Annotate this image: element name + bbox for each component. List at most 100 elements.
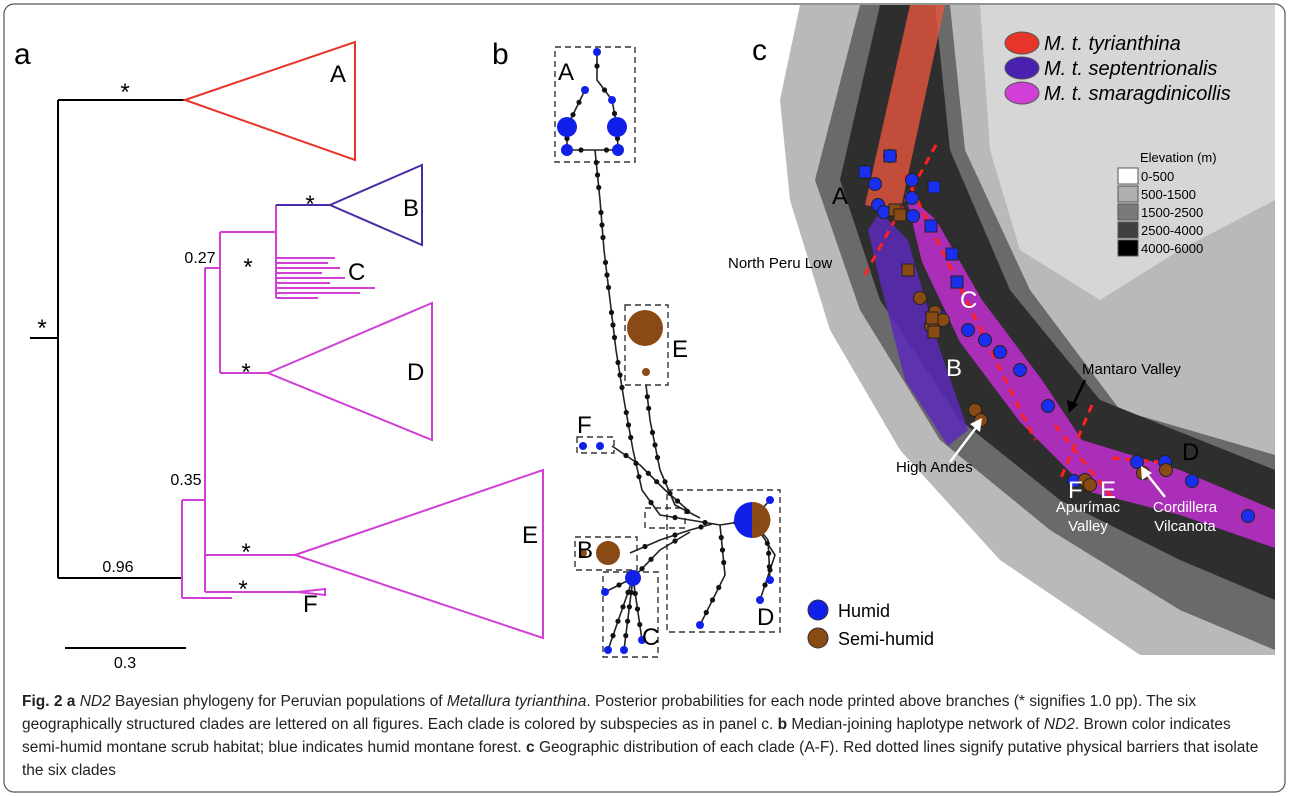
support-star: * [238, 576, 247, 603]
haplotype-network [633, 461, 638, 466]
haplotype-network [654, 479, 659, 484]
haplotype-network [593, 48, 601, 56]
haplotype-network [596, 185, 601, 190]
panel-label: b [492, 38, 509, 71]
haplotype-network [600, 235, 605, 240]
barrier-label: Vilcanota [1154, 518, 1216, 535]
haplotype-network [594, 63, 599, 68]
haplotype-network [604, 272, 609, 277]
subspecies-legend [1005, 32, 1039, 54]
support-star: * [305, 191, 314, 218]
sample-site [962, 324, 975, 337]
habitat-legend: Semi-humid [838, 629, 934, 649]
elevation-legend: 0-500 [1141, 169, 1174, 184]
haplotype-network [576, 100, 581, 105]
haplotype-network [719, 535, 724, 540]
habitat-legend: Humid [838, 601, 890, 621]
support-star: * [243, 254, 252, 281]
haplotype-network [721, 560, 726, 565]
haplotype-network [642, 544, 647, 549]
caption-italic: ND2 [1044, 716, 1075, 733]
haplotype-network [639, 566, 644, 571]
haplotype-network [623, 453, 628, 458]
haplotype-network [645, 394, 650, 399]
clade-label: D [1182, 439, 1199, 466]
haplotype-network [610, 633, 615, 638]
sample-site [928, 181, 940, 193]
figure: a * * * * * * * 0.27 0.35 0.96 0.3 A B C… [0, 0, 1290, 797]
barrier-label: High Andes [896, 459, 973, 476]
caption-bold: c [526, 739, 535, 756]
haplotype-network [702, 520, 707, 525]
habitat-legend [808, 628, 828, 648]
habitat-legend [808, 600, 828, 620]
elevation-legend: 500-1500 [1141, 187, 1196, 202]
support-value: 0.3 [114, 655, 136, 672]
haplotype-network [624, 410, 629, 415]
haplotype-network [642, 368, 650, 376]
sample-site [869, 178, 882, 191]
haplotype-network [667, 491, 672, 496]
haplotype-network [615, 360, 620, 365]
sample-site [914, 292, 927, 305]
caption-italic: Metallura tyrianthina [447, 693, 587, 710]
haplotype-network [608, 96, 616, 104]
haplotype-network [578, 147, 583, 152]
sample-site [907, 210, 920, 223]
sample-site [994, 346, 1007, 359]
haplotype-network [604, 646, 612, 654]
haplotype-network [766, 551, 771, 556]
support-star: * [241, 359, 250, 386]
support-value: 0.27 [184, 250, 215, 267]
haplotype-network [610, 322, 615, 327]
haplotype-network [716, 585, 721, 590]
caption: Fig. 2 a ND2 Bayesian phylogeny for Peru… [22, 690, 1272, 782]
panel-label: a [14, 38, 31, 71]
caption-bold: b [778, 716, 787, 733]
clade-label: D [407, 359, 424, 386]
haplotype-network [636, 474, 641, 479]
haplotype-network [720, 547, 725, 552]
elevation-legend [1118, 222, 1138, 238]
phylogeny [276, 165, 422, 245]
haplotype-network [612, 335, 617, 340]
haplotype-network [557, 117, 577, 137]
phylogeny [30, 42, 543, 648]
sample-site [906, 192, 919, 205]
sample-site [1186, 475, 1199, 488]
sample-site [894, 209, 906, 221]
haplotype-network [623, 633, 628, 638]
sample-site [928, 326, 940, 338]
subspecies-legend: M. t. septentrionalis [1044, 58, 1217, 80]
sample-site [884, 150, 896, 162]
haplotype-network [619, 385, 624, 390]
elevation-legend [1118, 240, 1138, 256]
haplotype-network [766, 496, 774, 504]
haplotype-network [612, 144, 624, 156]
haplotype-network [672, 515, 677, 520]
haplotype-network [607, 117, 627, 137]
haplotype-network [604, 147, 609, 152]
clade-label: A B C D E F [303, 61, 538, 618]
caption-italic: ND2 [80, 693, 111, 710]
haplotype-network [555, 47, 780, 657]
haplotype-network [561, 144, 573, 156]
elevation-legend: 4000-6000 [1141, 241, 1203, 256]
haplotype-network [625, 619, 630, 624]
haplotype-network [627, 604, 632, 609]
haplotype-network [594, 160, 599, 165]
elevation-legend [1118, 186, 1138, 202]
sample-site [946, 248, 958, 260]
phylogeny [185, 42, 355, 160]
haplotype-network [648, 500, 653, 505]
haplotype-network [762, 582, 767, 587]
sample-site [1242, 510, 1255, 523]
haplotype-network [650, 430, 655, 435]
haplotype-network [635, 606, 640, 611]
clade-label: E [522, 522, 538, 549]
haplotype-network [655, 455, 660, 460]
haplotype-network [646, 406, 651, 411]
sample-site [859, 166, 871, 178]
haplotype-network [626, 422, 631, 427]
clade-label: A [832, 183, 848, 210]
